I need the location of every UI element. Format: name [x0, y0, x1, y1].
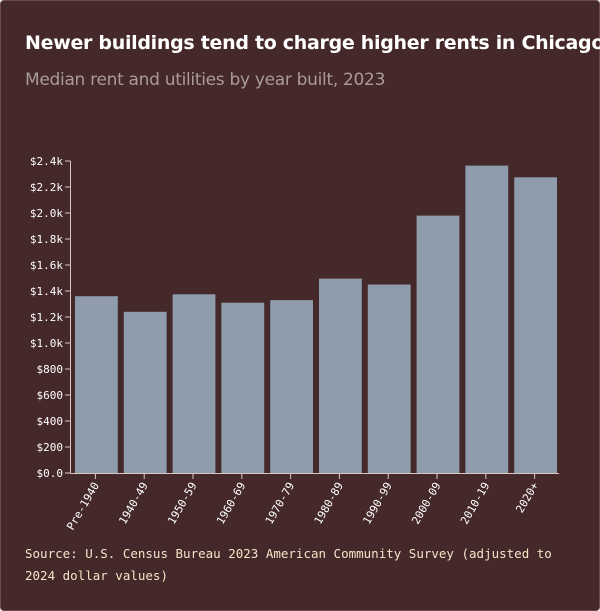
- bar-1960-69: [221, 302, 265, 473]
- x-tick-label: 1970-79: [263, 480, 297, 527]
- bar-1990-99: [367, 284, 411, 473]
- bar-2000-09: [416, 215, 460, 473]
- x-tick-label: 1990-99: [360, 480, 394, 527]
- y-tick-label: $1.6k: [30, 259, 63, 272]
- x-tick-label: 1950-59: [165, 480, 199, 527]
- x-tick-label: 1960-69: [214, 480, 248, 527]
- source-note: Source: U.S. Census Bureau 2023 American…: [25, 546, 552, 583]
- y-tick-label: $1.2k: [30, 311, 63, 324]
- y-tick-label: $800: [37, 363, 64, 376]
- bar-2010-19: [465, 165, 509, 473]
- y-tick-label: $2.2k: [30, 181, 63, 194]
- bar-1940-49: [123, 311, 167, 473]
- y-tick-label: $0.0: [37, 467, 64, 480]
- x-tick-label: 2000-09: [409, 480, 443, 527]
- x-tick-label: 2010-19: [458, 480, 492, 527]
- bar-pre-1940: [75, 296, 118, 473]
- bar-2020-: [514, 177, 557, 474]
- y-tick-label: $1.4k: [30, 285, 63, 298]
- bar-1950-59: [172, 294, 216, 474]
- y-tick-label: $400: [37, 415, 64, 428]
- y-tick-label: $1.8k: [30, 233, 63, 246]
- x-tick-label: 2020+: [513, 480, 541, 516]
- chart-title: Newer buildings tend to charge higher re…: [25, 32, 600, 54]
- x-tick-label: Pre-1940: [64, 480, 102, 531]
- y-tick-label: $2.0k: [30, 207, 63, 220]
- bar-1980-89: [319, 278, 362, 473]
- y-tick-label: $200: [37, 441, 64, 454]
- y-tick-label: $600: [37, 389, 64, 402]
- x-tick-label: 1980-89: [312, 480, 346, 527]
- chart-subtitle: Median rent and utilities by year built,…: [25, 70, 386, 90]
- bar-1970-79: [270, 300, 313, 473]
- y-tick-label: $2.4k: [30, 155, 63, 168]
- y-tick-label: $1.0k: [30, 337, 63, 350]
- bar-chart: $0.0 $200 $400 $600 $800 $1.0k $1.2k $1.4k $1.6k…: [30, 155, 559, 531]
- x-tick-label: 1940-49: [116, 480, 150, 527]
